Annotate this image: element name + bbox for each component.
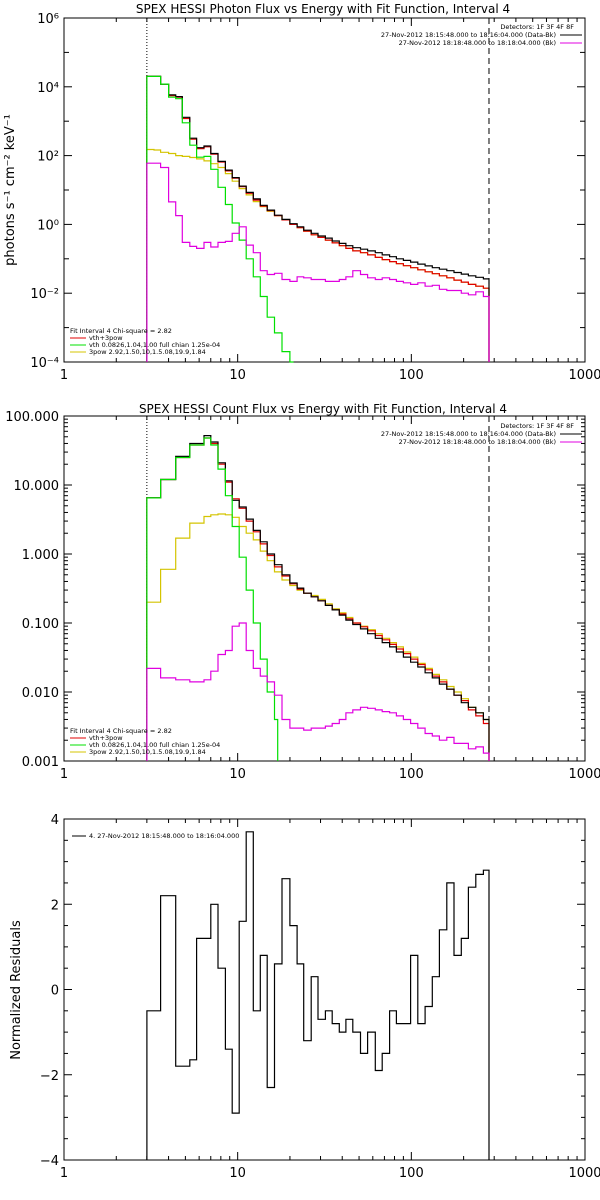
photon-flux-legend-entry: vth+3pow [89,334,123,342]
count-flux-series-line-2 [146,435,490,761]
count-flux-y-tick-label: 1.000 [22,548,59,563]
photon-flux-series-line-3 [146,75,294,363]
photon-flux-legend-entry: vth 0.0826,1.04,1.00 full chian 1.25e-04 [89,341,220,349]
photon-flux-y-tick-label: 10⁻⁴ [30,356,59,371]
count-flux-x-tick-label: 100 [399,767,424,782]
photon-flux-plot-frame [63,17,586,363]
photon-flux-y-tick-label: 10⁻² [30,287,59,302]
photon-flux-series-line-0 [146,148,490,362]
photon-flux-detectors-header: Detectors: 1F 3F 4F 8F [500,23,574,31]
residuals-y-tick-label: 2 [51,898,59,913]
count-flux-y-tick-label: 0.100 [22,617,59,632]
residuals-series-line-0 [146,831,490,1160]
count-flux-legend-entry: 27-Nov-2012 18:15:48.000 to 18:16:04.000… [381,430,556,438]
photon-flux-x-tick-label: 100 [399,368,424,383]
count-flux-x-tick-label: 10 [229,767,246,782]
count-flux-ticks: 1 10 100 1000 0.001 0.010 0.100 1.000 10.000 100.… [5,410,600,782]
count-flux-legend-entry: vth+3pow [89,734,123,742]
photon-flux-series-line-1 [146,75,490,362]
photon-flux-legend-entry: 3pow 2.92,1.50,10,1.5.08,19.9,1.84 [89,348,206,356]
residuals-y-tick-label: −2 [40,1069,59,1084]
count-flux-series-line-4 [146,622,490,761]
photon-flux-y-axis-label: photons s⁻¹ cm⁻² keV⁻¹ [3,114,18,266]
residuals-ticks: 1 10 100 1000 −4 −2 0 2 4 [40,813,600,1181]
photon-flux-y-tick-label: 10⁰ [37,218,59,233]
count-flux-y-tick-label: 100.000 [5,410,59,425]
count-flux-title: SPEX HESSI Count Flux vs Energy with Fit… [139,402,507,416]
count-flux-legend-entry: vth 0.0826,1.04,1.00 full chian 1.25e-04 [89,741,220,749]
residuals-y-tick-label: 4 [51,813,59,828]
count-flux-y-tick-label: 0.010 [22,686,59,701]
residuals-x-tick-label: 100 [399,1166,424,1181]
count-flux-legend-topright: Detectors: 1F 3F 4F 8F 27-Nov-2012 18:15… [381,422,582,446]
count-flux-panel: SPEX HESSI Count Flux vs Energy with Fit… [5,402,600,782]
photon-flux-legend-bottomleft: Fit Interval 4 Chi-square = 2.82 vth+3po… [70,327,220,356]
count-flux-series [146,435,490,761]
photon-flux-x-tick-label: 10 [229,368,246,383]
photon-flux-series-line-4 [146,162,490,362]
residuals-y-tick-label: 0 [51,984,59,999]
photon-flux-legend-topright: Detectors: 1F 3F 4F 8F 27-Nov-2012 18:15… [381,23,582,47]
residuals-plot-frame [63,818,586,1161]
photon-flux-legend-entry: 27-Nov-2012 18:15:48.000 to 18:16:04.000… [381,31,556,39]
photon-flux-y-tick-label: 10⁶ [37,12,59,27]
count-flux-y-tick-label: 10.000 [14,479,60,494]
residuals-y-axis-label: Normalized Residuals [9,920,24,1060]
photon-flux-x-tick-label: 1 [60,368,68,383]
residuals-x-tick-label: 1 [60,1166,68,1181]
count-flux-y-tick-label: 0.001 [22,755,59,770]
residuals-x-tick-label: 1000 [568,1166,600,1181]
count-flux-plot-frame [63,415,586,762]
photon-flux-y-tick-label: 10² [37,150,59,165]
photon-flux-legend-entry: 27-Nov-2012 18:18:48.000 to 18:18:04.000… [399,39,556,47]
count-flux-reference-lines [146,416,490,761]
photon-flux-x-tick-label: 1000 [568,368,600,383]
count-flux-legend-bottomleft: Fit Interval 4 Chi-square = 2.82 vth+3po… [70,727,220,756]
photon-flux-y-tick-label: 10⁴ [37,81,59,96]
count-flux-series-line-3 [146,437,279,761]
count-flux-legend-entry: 3pow 2.92,1.50,10,1.5.08,19.9,1.84 [89,748,206,756]
photon-flux-series-line-2 [146,75,490,362]
residuals-y-tick-label: −4 [40,1154,59,1169]
photon-flux-series [146,75,490,363]
count-flux-series-line-0 [146,513,490,761]
photon-flux-title: SPEX HESSI Photon Flux vs Energy with Fi… [136,2,510,16]
residuals-panel: Normalized Residuals 1 10 100 1000 −4 −2 0 2 4 4… [9,813,600,1181]
count-flux-x-tick-label: 1 [60,767,68,782]
count-flux-x-tick-label: 1000 [568,767,600,782]
photon-flux-reference-lines [146,18,490,362]
photon-flux-fit-header: Fit Interval 4 Chi-square = 2.82 [70,327,172,335]
count-flux-detectors-header: Detectors: 1F 3F 4F 8F [500,422,574,430]
residuals-legend: 4. 27-Nov-2012 18:15:48.000 to 18:16:04.… [72,832,239,840]
residuals-x-tick-label: 10 [229,1166,246,1181]
photon-flux-panel: SPEX HESSI Photon Flux vs Energy with Fi… [3,2,600,383]
count-flux-fit-header: Fit Interval 4 Chi-square = 2.82 [70,727,172,735]
residuals-series [146,831,490,1160]
count-flux-legend-entry: 27-Nov-2012 18:18:48.000 to 18:18:04.000… [399,438,556,446]
residuals-legend-entry: 4. 27-Nov-2012 18:15:48.000 to 18:16:04.… [89,832,239,840]
